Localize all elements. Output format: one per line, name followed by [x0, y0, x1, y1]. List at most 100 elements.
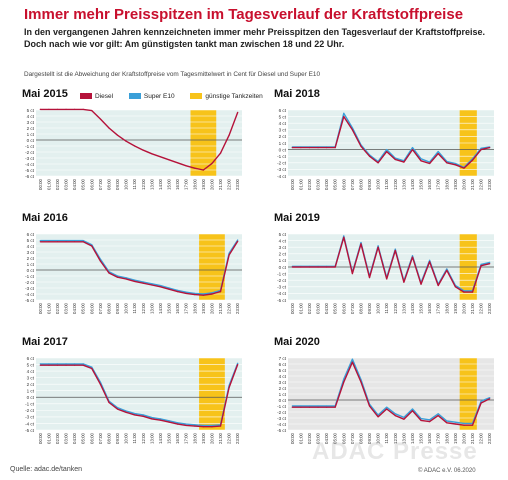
data-point-e10 — [202, 293, 204, 295]
data-point-diesel — [420, 160, 422, 162]
x-tick-label: 17:00 — [184, 432, 189, 444]
data-point-e10 — [377, 414, 379, 416]
y-tick-label: 3 ct — [27, 250, 35, 255]
x-tick-label: 08:00 — [358, 432, 363, 444]
legend-cheap-swatch — [190, 93, 203, 100]
x-tick-label: 13:00 — [401, 178, 406, 190]
x-tick-label: 20:00 — [209, 432, 214, 444]
x-tick-label: 23:00 — [487, 178, 492, 190]
series-line-diesel — [292, 115, 490, 169]
data-point-diesel — [56, 108, 59, 110]
data-point-diesel — [91, 110, 93, 112]
y-tick-label: -1 ct — [277, 404, 287, 409]
data-point-e10 — [74, 240, 76, 242]
data-point-diesel — [291, 406, 293, 408]
data-point-diesel — [91, 367, 93, 370]
x-tick-label: 11:00 — [132, 178, 137, 189]
x-tick-label: 05:00 — [333, 302, 338, 314]
y-tick-label: 4 ct — [279, 374, 287, 379]
series-line-diesel — [40, 108, 239, 171]
data-point-e10 — [489, 261, 491, 263]
y-tick-label: 3 ct — [27, 120, 35, 125]
data-point-diesel — [480, 149, 482, 151]
y-tick-label: -3 ct — [25, 286, 35, 291]
legend-e10: Super E10 — [128, 93, 175, 100]
x-tick-label: 14:00 — [158, 432, 163, 444]
y-tick-label: -4 ct — [25, 162, 35, 167]
y-tick-label: 0 ct — [279, 398, 287, 403]
data-point-e10 — [185, 291, 187, 293]
x-tick-label: 03:00 — [64, 302, 69, 314]
x-tick-label: 07:00 — [350, 178, 355, 190]
legend-diesel-label: Diesel — [95, 93, 114, 100]
y-tick-label: -5 ct — [277, 428, 287, 433]
data-point-diesel — [377, 416, 379, 418]
y-tick-label: 4 ct — [279, 121, 287, 126]
x-tick-label: 21:00 — [218, 178, 223, 190]
data-point-e10 — [394, 248, 396, 250]
x-tick-label: 08:00 — [106, 302, 111, 314]
x-tick-label: 12:00 — [393, 432, 398, 444]
data-point-diesel — [368, 276, 371, 279]
cheap-time-band — [190, 110, 217, 176]
x-tick-label: 14:00 — [410, 432, 415, 444]
y-tick-label: 5 ct — [27, 362, 35, 367]
y-tick-label: -3 ct — [25, 156, 35, 161]
data-point-diesel — [65, 241, 67, 243]
data-point-diesel — [151, 153, 153, 155]
x-tick-label: 23:00 — [487, 302, 492, 314]
data-point-diesel — [211, 162, 213, 164]
y-tick-label: 0 ct — [27, 268, 35, 273]
data-point-diesel — [185, 424, 187, 427]
chart-panel-mai-2016: 6 ct 5 ct 4 ct 3 ct 2 ct 1 ct 0 ct -1 ct -2 ct -3… — [6, 212, 246, 335]
x-tick-label: 13:00 — [149, 178, 154, 190]
y-tick-label: 1 ct — [27, 132, 35, 137]
y-tick-label: 7 ct — [279, 356, 287, 361]
x-tick-label: 08:00 — [358, 302, 363, 314]
data-point-e10 — [211, 424, 213, 427]
y-tick-label: -2 ct — [25, 408, 35, 413]
x-tick-label: 23:00 — [235, 178, 240, 190]
x-tick-label: 00:00 — [290, 302, 295, 314]
x-tick-label: 00:00 — [38, 302, 43, 314]
x-tick-label: 03:00 — [64, 432, 69, 444]
data-point-diesel — [108, 272, 110, 274]
data-point-diesel — [317, 147, 319, 149]
series-line-diesel — [292, 361, 491, 426]
data-point-diesel — [463, 167, 465, 169]
x-tick-label: 00:00 — [290, 432, 295, 444]
data-point-e10 — [134, 279, 136, 281]
panel-label-mai-2020: Mai 2020 — [274, 336, 320, 348]
y-tick-label: 6 ct — [27, 356, 35, 361]
y-tick-label: -2 ct — [25, 150, 35, 155]
y-tick-label: -4 ct — [277, 174, 287, 179]
legend-diesel: Diesel — [80, 93, 113, 100]
data-point-diesel — [39, 241, 41, 243]
x-tick-label: 21:00 — [218, 432, 223, 444]
x-tick-label: 10:00 — [124, 178, 129, 190]
data-point-diesel — [403, 418, 405, 420]
data-point-diesel — [134, 414, 136, 416]
x-tick-label: 17:00 — [436, 432, 441, 444]
x-tick-label: 15:00 — [419, 432, 424, 444]
x-tick-label: 18:00 — [444, 302, 449, 314]
data-point-e10 — [177, 289, 179, 291]
data-point-diesel — [489, 263, 491, 265]
data-point-diesel — [300, 266, 302, 268]
x-tick-label: 19:00 — [453, 432, 458, 444]
x-tick-label: 21:00 — [470, 302, 475, 314]
data-point-e10 — [480, 263, 482, 265]
y-tick-label: -1 ct — [25, 402, 35, 407]
data-point-diesel — [429, 421, 431, 423]
y-tick-label: -4 ct — [25, 421, 35, 426]
x-tick-label: 20:00 — [461, 302, 466, 314]
x-tick-label: 09:00 — [367, 178, 372, 190]
x-tick-label: 04:00 — [324, 432, 329, 444]
x-tick-label: 01:00 — [46, 432, 51, 444]
x-tick-label: 07:00 — [350, 302, 355, 314]
chart-svg-mai-2020: 7 ct6 ct5 ct4 ct3 ct2 ct1 ct0 ct-1 ct-2 … — [277, 356, 494, 444]
x-tick-label: 10:00 — [376, 178, 381, 190]
data-point-diesel — [185, 165, 187, 167]
data-point-diesel — [74, 364, 76, 366]
x-tick-label: 19:00 — [201, 432, 206, 444]
